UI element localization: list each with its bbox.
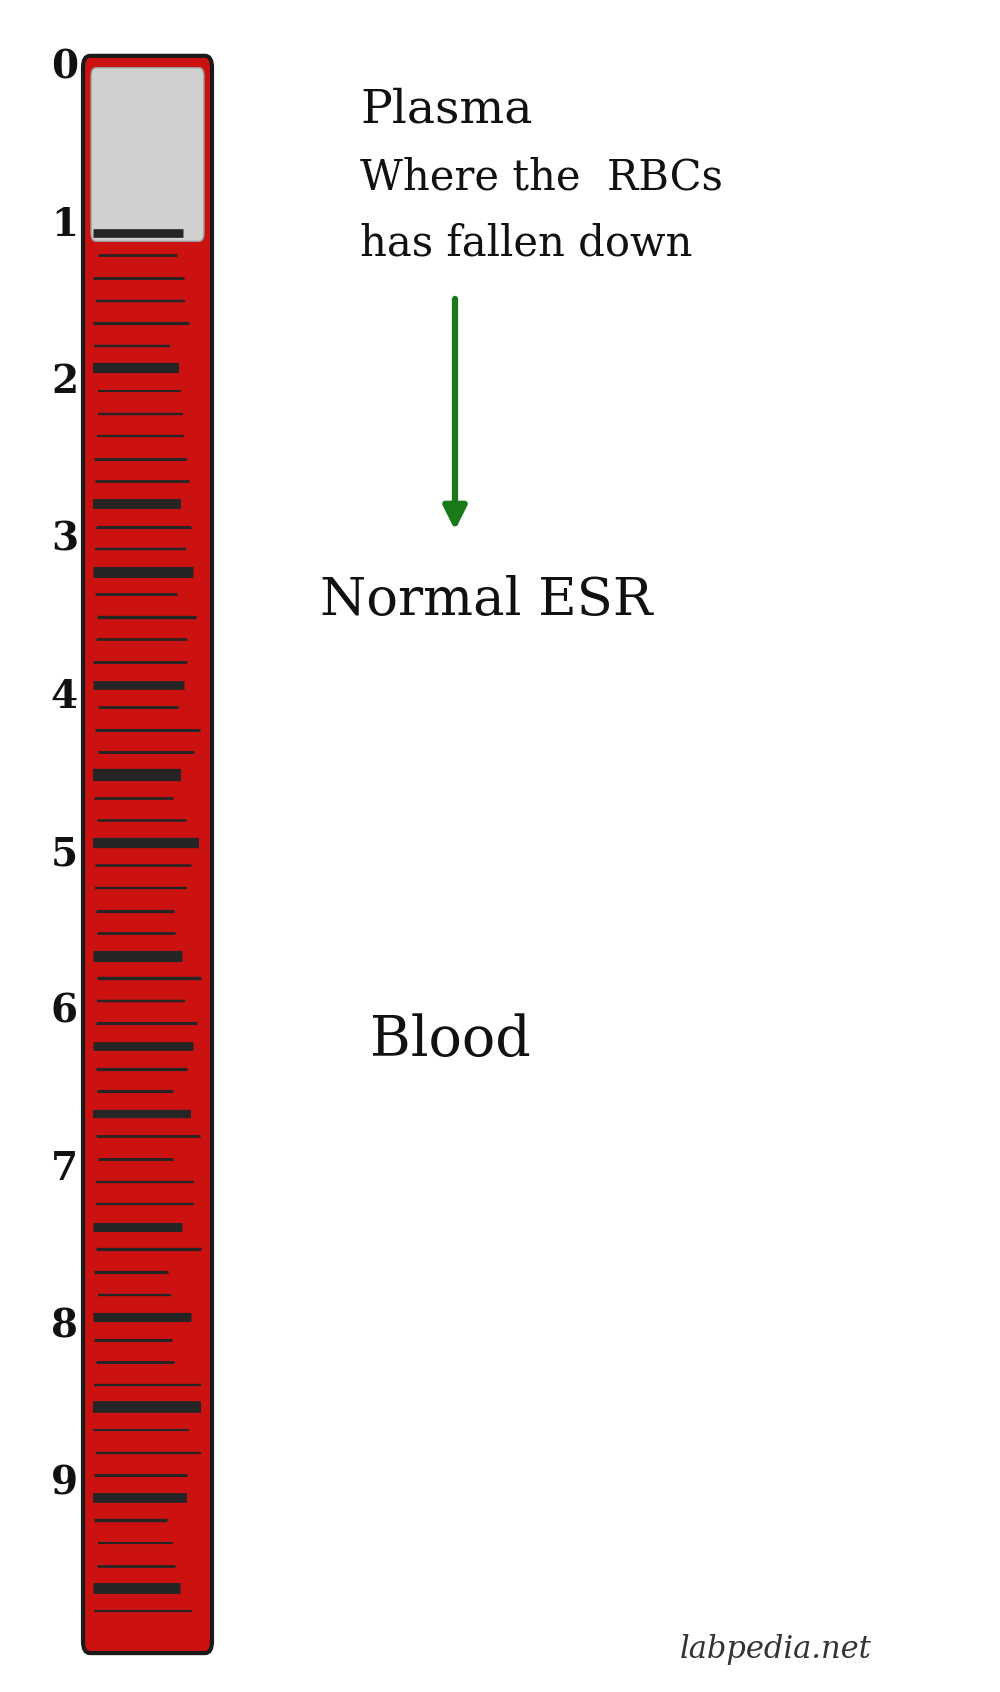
Text: 2: 2 <box>51 364 78 401</box>
FancyBboxPatch shape <box>83 56 212 1653</box>
Text: Blood: Blood <box>370 1014 531 1068</box>
Text: Plasma: Plasma <box>360 88 532 132</box>
Text: has fallen down: has fallen down <box>360 223 692 264</box>
Text: labpedia.net: labpedia.net <box>680 1634 872 1665</box>
FancyBboxPatch shape <box>91 68 204 242</box>
Text: 5: 5 <box>51 836 78 873</box>
Text: 3: 3 <box>51 521 78 558</box>
Text: 7: 7 <box>51 1151 78 1188</box>
Text: 4: 4 <box>51 678 78 716</box>
Text: Where the  RBCs: Where the RBCs <box>360 157 723 198</box>
Text: 8: 8 <box>51 1308 78 1345</box>
Text: Normal ESR: Normal ESR <box>320 575 653 626</box>
Text: 9: 9 <box>51 1465 78 1502</box>
Text: 0: 0 <box>51 49 78 86</box>
Text: 1: 1 <box>51 206 78 244</box>
Text: 6: 6 <box>51 993 78 1030</box>
